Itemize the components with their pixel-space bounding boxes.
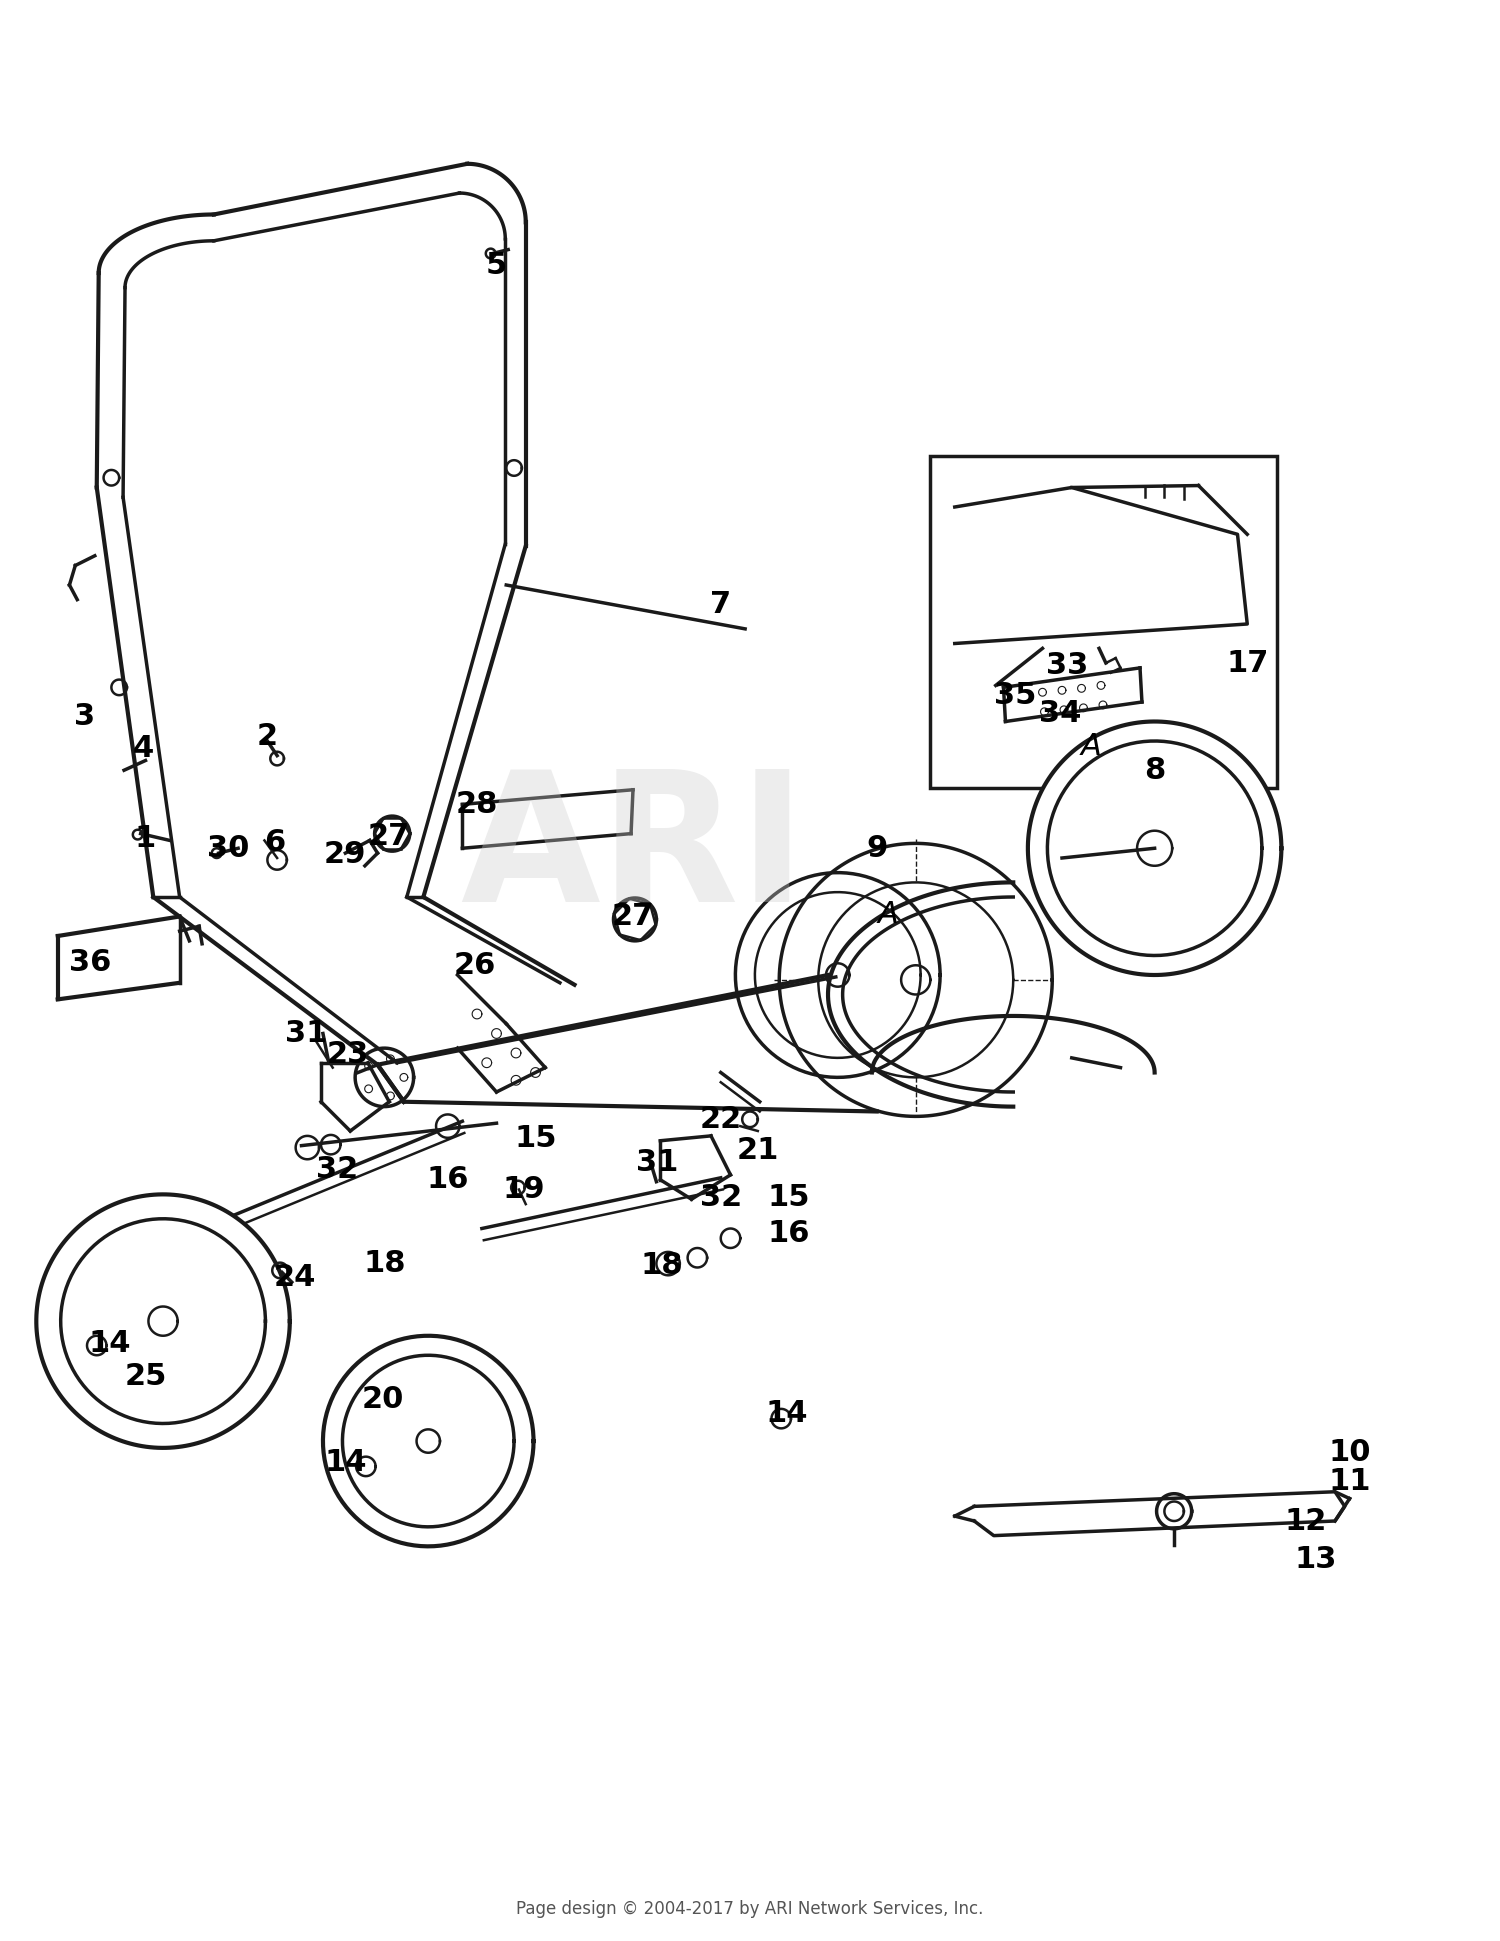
Text: 2: 2 (256, 722, 278, 751)
Text: 3: 3 (75, 703, 96, 732)
Polygon shape (36, 1194, 290, 1448)
Text: A: A (878, 901, 898, 930)
Text: 30: 30 (207, 835, 249, 862)
Text: 22: 22 (699, 1104, 742, 1134)
Text: 27: 27 (368, 823, 411, 850)
Text: 5: 5 (486, 250, 507, 280)
Text: 19: 19 (503, 1174, 544, 1203)
Polygon shape (1028, 722, 1281, 974)
Text: 32: 32 (316, 1155, 358, 1184)
Text: 9: 9 (865, 835, 888, 862)
Text: 4: 4 (134, 734, 154, 763)
Bar (930, 456, 1276, 788)
Text: 18: 18 (640, 1252, 684, 1279)
Text: 29: 29 (322, 840, 366, 870)
Text: A: A (1082, 732, 1101, 761)
Text: 15: 15 (768, 1182, 810, 1211)
Text: 32: 32 (699, 1182, 742, 1211)
Text: 35: 35 (994, 681, 1036, 710)
Text: 14: 14 (88, 1330, 130, 1359)
Text: 6: 6 (264, 829, 286, 856)
Text: 27: 27 (612, 903, 654, 932)
Text: 10: 10 (1329, 1438, 1371, 1467)
Text: 25: 25 (124, 1363, 166, 1392)
Text: 34: 34 (1040, 699, 1082, 728)
Text: 12: 12 (1284, 1506, 1328, 1535)
Text: 16: 16 (768, 1219, 810, 1248)
Text: 26: 26 (454, 951, 497, 980)
Text: 11: 11 (1329, 1467, 1371, 1497)
Text: ARI: ARI (460, 763, 806, 939)
Polygon shape (322, 1335, 534, 1547)
Text: 14: 14 (766, 1399, 808, 1429)
Text: 14: 14 (324, 1448, 366, 1477)
Text: 31: 31 (636, 1147, 678, 1176)
Text: 15: 15 (514, 1124, 556, 1153)
Text: 13: 13 (1294, 1545, 1336, 1574)
Text: 36: 36 (69, 947, 111, 976)
Text: 23: 23 (326, 1040, 369, 1069)
Text: 17: 17 (1226, 648, 1269, 677)
Text: 31: 31 (285, 1019, 327, 1048)
Text: 18: 18 (363, 1250, 405, 1277)
Text: 1: 1 (135, 825, 156, 852)
Text: Page design © 2004-2017 by ARI Network Services, Inc.: Page design © 2004-2017 by ARI Network S… (516, 1900, 984, 1918)
Text: 16: 16 (426, 1165, 470, 1194)
Text: 28: 28 (456, 790, 498, 819)
Text: 7: 7 (710, 590, 732, 619)
Text: 8: 8 (1144, 755, 1166, 784)
Text: 20: 20 (362, 1384, 404, 1413)
Text: 21: 21 (736, 1135, 778, 1165)
Text: 24: 24 (273, 1264, 316, 1293)
Text: 33: 33 (1046, 652, 1088, 681)
